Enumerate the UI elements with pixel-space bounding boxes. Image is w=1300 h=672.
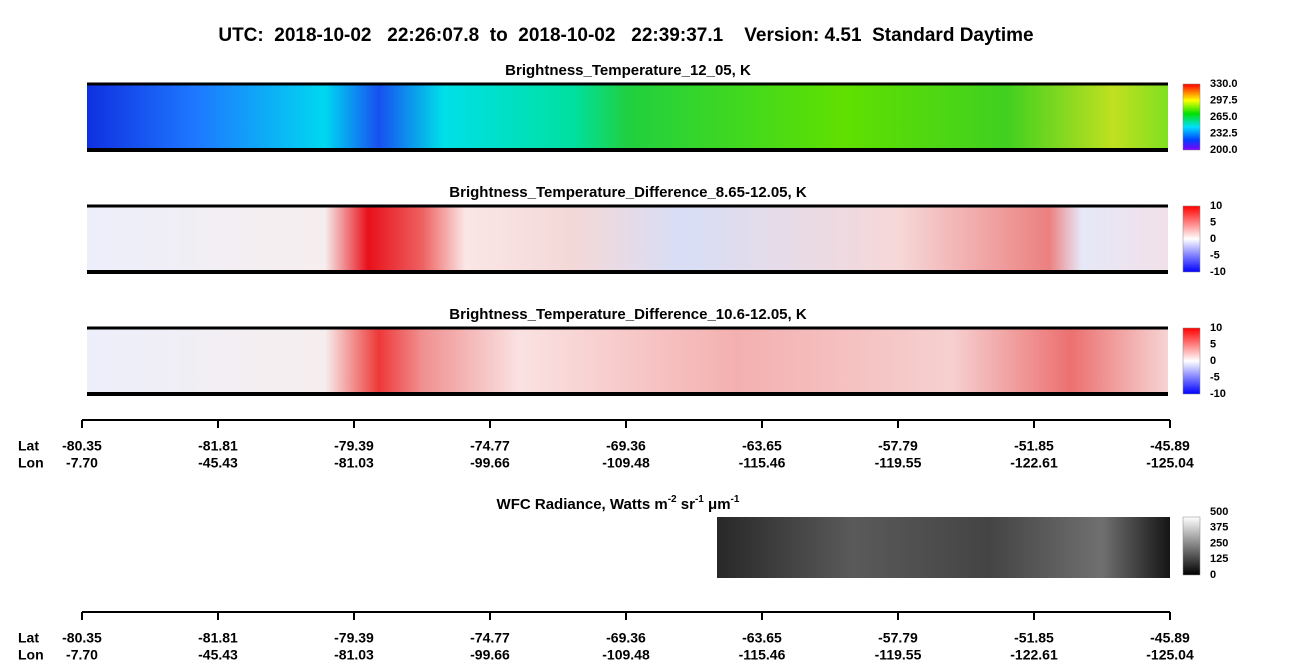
lat-label: -79.39 [334, 630, 374, 646]
lon-label: -7.70 [66, 647, 98, 663]
lat-label: -74.77 [470, 630, 510, 646]
lon-label: -81.03 [334, 647, 374, 663]
row-label: Lat [18, 630, 39, 646]
colorbar-label: -5 [1210, 249, 1220, 261]
colorbar [1182, 327, 1201, 395]
lon-label: -7.70 [66, 455, 98, 471]
panel-title: Brightness_Temperature_Difference_8.65-1… [449, 184, 807, 201]
lon-label: -119.55 [875, 647, 922, 663]
lon-label: -81.03 [334, 455, 374, 471]
lat-label: -81.81 [198, 438, 238, 454]
title-part: sr [677, 496, 696, 513]
panel-title: Brightness_Temperature_Difference_10.6-1… [449, 306, 807, 323]
colorbar-label: 5 [1210, 338, 1216, 350]
superscript: -1 [731, 494, 740, 505]
lat-label: -79.39 [334, 438, 374, 454]
lon-label: -122.61 [1010, 455, 1058, 471]
colorbar [1182, 83, 1201, 151]
colorbar-label: -10 [1210, 266, 1226, 278]
colorbar-label: 125 [1210, 553, 1228, 565]
lat-label: -80.35 [62, 630, 102, 646]
row-label: Lon [18, 647, 44, 663]
colorbar-label: 330.0 [1210, 78, 1238, 90]
page-title: UTC: 2018-10-02 22:26:07.8 to 2018-10-02… [218, 25, 1033, 46]
lat-label: -80.35 [62, 438, 102, 454]
lat-label: -51.85 [1014, 630, 1054, 646]
colorbar-label: 297.5 [1210, 94, 1238, 106]
title-part: μm [704, 496, 731, 513]
colorbar-label: 265.0 [1210, 111, 1238, 123]
lon-label: -45.43 [198, 455, 238, 471]
lat-label: -63.65 [742, 438, 782, 454]
colorbar [1182, 205, 1201, 273]
lon-label: -99.66 [470, 647, 510, 663]
lat-label: -57.79 [878, 630, 918, 646]
lat-label: -81.81 [198, 630, 238, 646]
lon-label: -125.04 [1146, 455, 1194, 471]
colorbar-label: 10 [1210, 200, 1222, 212]
lat-label: -63.65 [742, 630, 782, 646]
superscript: -2 [668, 494, 677, 505]
lon-label: -99.66 [470, 455, 510, 471]
colorbar-label: 5 [1210, 216, 1216, 228]
image-strip [717, 517, 1170, 578]
colorbar-label: 232.5 [1210, 127, 1238, 139]
lat-label: -57.79 [878, 438, 918, 454]
lat-label: -69.36 [606, 438, 646, 454]
lon-label: -125.04 [1146, 647, 1194, 663]
image-strip [87, 84, 1168, 150]
lon-label: -119.55 [875, 455, 922, 471]
image-strip [87, 328, 1168, 394]
row-label: Lon [18, 455, 44, 471]
colorbar-label: 250 [1210, 537, 1228, 549]
lat-label: -74.77 [470, 438, 510, 454]
lon-label: -115.46 [739, 455, 786, 471]
colorbar-label: 0 [1210, 233, 1216, 245]
colorbar-label: 10 [1210, 322, 1222, 334]
panel-title: Brightness_Temperature_12_05, K [505, 62, 751, 79]
colorbar [1182, 516, 1201, 576]
colorbar-label: 0 [1210, 355, 1216, 367]
lat-label: -69.36 [606, 630, 646, 646]
lat-label: -45.89 [1150, 438, 1190, 454]
lon-label: -109.48 [602, 455, 650, 471]
lon-label: -115.46 [739, 647, 786, 663]
superscript: -1 [695, 494, 704, 505]
colorbar-label: 375 [1210, 522, 1228, 534]
colorbar-label: 200.0 [1210, 144, 1238, 156]
image-strip [87, 206, 1168, 272]
lon-label: -45.43 [198, 647, 238, 663]
lon-label: -122.61 [1010, 647, 1058, 663]
colorbar-label: 500 [1210, 506, 1228, 518]
lat-label: -51.85 [1014, 438, 1054, 454]
title-part: WFC Radiance, Watts m [497, 496, 668, 513]
row-label: Lat [18, 438, 39, 454]
lon-label: -109.48 [602, 647, 650, 663]
panel-title: WFC Radiance, Watts m-2 sr-1 μm-1 [497, 494, 740, 513]
colorbar-label: -10 [1210, 388, 1226, 400]
lat-label: -45.89 [1150, 630, 1190, 646]
colorbar-label: 0 [1210, 569, 1216, 581]
colorbar-label: -5 [1210, 371, 1220, 383]
